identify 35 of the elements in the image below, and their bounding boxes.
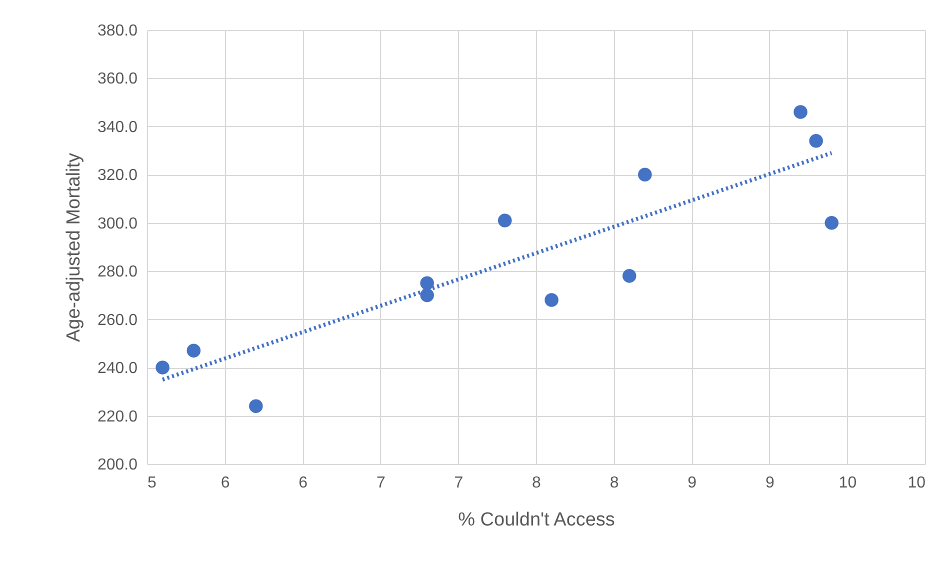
point (544, 293, 558, 307)
y-tick-label: 220.0 (97, 408, 138, 426)
y-tick-label: 380.0 (97, 22, 138, 40)
x-tick-label: 9 (688, 474, 697, 492)
y-tick-label: 360.0 (97, 70, 138, 88)
point (420, 276, 434, 290)
x-tick-label: 9 (765, 474, 774, 492)
point (186, 344, 201, 358)
point (638, 168, 652, 182)
y-tick-label: 320.0 (97, 167, 138, 184)
x-tick-label: 8 (610, 474, 619, 492)
point (249, 399, 263, 414)
y-tick-label: 340.0 (97, 118, 138, 136)
point (156, 360, 170, 374)
y-axis-title: Age-adjusted Mortality (63, 152, 84, 342)
x-tick-label: 6 (220, 474, 230, 492)
point (794, 105, 808, 119)
point (824, 216, 839, 230)
point (420, 288, 434, 302)
x-axis-title: % Couldn't Access (458, 510, 615, 530)
y-tick-label: 280.0 (97, 264, 138, 281)
y-tick-label: 200.0 (97, 456, 138, 474)
point (498, 214, 512, 228)
x-tick-label: 8 (532, 474, 542, 492)
x-tick-label: 6 (298, 474, 308, 492)
y-tick-label: 240.0 (97, 360, 138, 378)
x-tick-label: 5 (148, 474, 156, 492)
x-tick-label: 7 (454, 474, 464, 492)
point (622, 269, 636, 283)
y-tick-label: 260.0 (97, 312, 138, 329)
x-tick-label: 7 (376, 474, 386, 492)
point (809, 134, 823, 148)
x-tick-label: 10 (908, 474, 926, 492)
x-tick-label: 10 (838, 474, 857, 492)
y-tick-label: 300.0 (97, 215, 138, 232)
